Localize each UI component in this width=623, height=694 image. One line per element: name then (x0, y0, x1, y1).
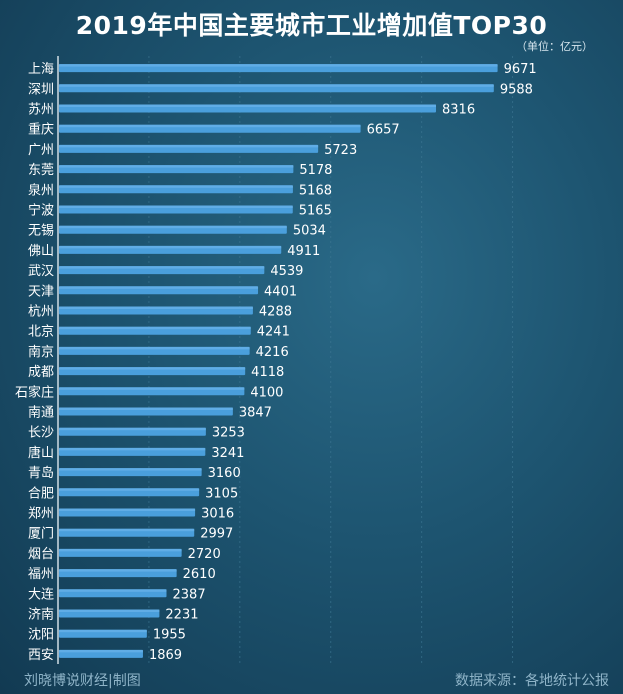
value-label: 9671 (504, 62, 537, 77)
bar-highlight (59, 144, 319, 148)
bar-highlight (59, 367, 246, 370)
value-label: 3160 (208, 466, 241, 481)
bar-highlight (59, 185, 293, 188)
category-label: 西安 (28, 648, 54, 663)
category-label: 济南 (28, 607, 54, 623)
value-label: 4216 (256, 345, 289, 360)
value-label: 3847 (239, 406, 272, 421)
value-label: 5165 (299, 204, 332, 219)
value-label: 8316 (442, 103, 475, 118)
value-label: 1955 (153, 628, 186, 643)
bar-highlight (59, 569, 177, 572)
bar-highlight (59, 346, 250, 350)
category-label: 沈阳 (28, 628, 54, 643)
value-label: 2610 (183, 567, 216, 582)
value-label: 5168 (299, 183, 332, 198)
category-label: 郑州 (28, 507, 54, 522)
category-label: 泉州 (28, 182, 54, 198)
value-label: 4118 (251, 365, 284, 380)
bar-highlight (59, 649, 143, 653)
bar-highlight (59, 387, 245, 390)
category-label: 东莞 (28, 163, 54, 178)
bar-highlight (59, 548, 182, 552)
source-text: 数据来源：各地统计公报 (455, 673, 609, 689)
category-label: 合肥 (28, 486, 54, 501)
category-label: 唐山 (28, 445, 54, 461)
bar-highlight (59, 427, 206, 431)
bar-highlight (59, 225, 287, 229)
value-label: 4911 (287, 244, 320, 259)
bar-highlight (59, 508, 196, 511)
value-label: 2720 (188, 547, 221, 562)
bar-highlight (59, 165, 294, 168)
bar-highlight (59, 609, 160, 612)
value-label: 5178 (299, 163, 332, 178)
bar-highlight (59, 266, 265, 269)
value-label: 3253 (212, 426, 245, 441)
credit-text: 刘晓博说财经|制图 (24, 673, 141, 689)
value-label: 4288 (259, 305, 292, 320)
chart-title: 2019年中国主要城市工业增加值TOP30 (75, 11, 548, 40)
unit-label: （单位：亿元） (516, 40, 593, 53)
category-label: 成都 (28, 365, 54, 380)
value-label: 3016 (201, 507, 234, 522)
bar-highlight (59, 306, 253, 309)
category-label: 南京 (28, 344, 54, 360)
value-label: 5034 (293, 224, 326, 239)
value-label: 4100 (250, 385, 283, 400)
bar-highlight (59, 124, 361, 128)
bar-highlight (59, 468, 202, 471)
bar-highlight (59, 64, 498, 67)
category-label: 深圳 (28, 82, 54, 97)
category-label: 南通 (28, 405, 54, 421)
value-label: 4241 (257, 325, 290, 340)
bar-highlight (59, 488, 200, 491)
bar-highlight (59, 326, 251, 330)
category-label: 大连 (28, 586, 54, 602)
value-label: 2387 (173, 587, 206, 602)
bar-highlight (59, 407, 233, 410)
value-label: 2231 (165, 608, 198, 623)
bar-highlight (59, 84, 494, 87)
value-label: 9588 (500, 82, 533, 97)
category-label: 厦门 (28, 527, 54, 542)
category-label: 杭州 (28, 305, 54, 320)
category-label: 重庆 (28, 122, 54, 138)
bar-highlight (59, 528, 195, 532)
bar-highlight (59, 589, 167, 592)
bar-highlight (59, 286, 259, 289)
category-label: 福州 (28, 567, 54, 582)
value-label: 2997 (200, 527, 233, 542)
value-label: 1869 (149, 648, 182, 663)
category-label: 长沙 (28, 426, 54, 441)
bar-highlight (59, 205, 293, 208)
value-label: 5723 (324, 143, 357, 158)
category-label: 苏州 (28, 102, 54, 118)
category-label: 天津 (28, 284, 54, 299)
value-label: 6657 (367, 123, 400, 138)
bar-highlight (59, 447, 206, 451)
value-label: 4401 (264, 284, 297, 299)
bar-highlight (59, 104, 436, 107)
category-label: 宁波 (28, 203, 54, 219)
value-label: 3105 (205, 486, 238, 501)
category-label: 武汉 (28, 264, 54, 279)
bar-highlight (59, 245, 282, 249)
category-label: 石家庄 (15, 384, 54, 400)
category-label: 广州 (28, 143, 54, 158)
category-label: 上海 (28, 62, 54, 77)
value-label: 4539 (270, 264, 303, 279)
category-label: 烟台 (28, 547, 54, 562)
category-label: 北京 (28, 325, 54, 340)
bar-highlight (59, 629, 147, 633)
category-label: 佛山 (28, 244, 54, 259)
category-label: 无锡 (28, 224, 54, 239)
category-label: 青岛 (28, 465, 54, 481)
value-label: 3241 (211, 446, 244, 461)
